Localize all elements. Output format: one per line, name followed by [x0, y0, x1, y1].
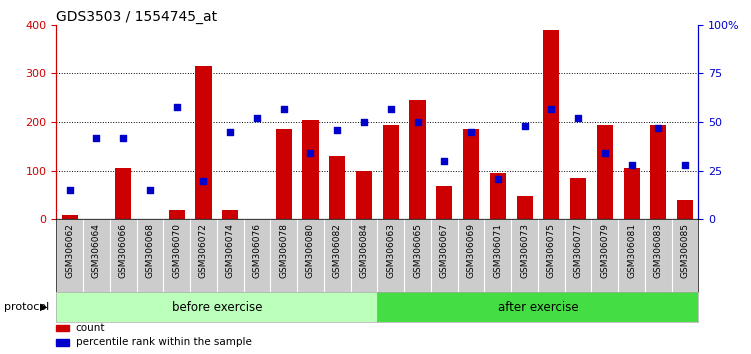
Bar — [383, 125, 399, 219]
Text: GSM306081: GSM306081 — [627, 223, 636, 278]
Point — [331, 127, 343, 133]
Point — [412, 119, 424, 125]
Text: GSM306062: GSM306062 — [65, 223, 74, 278]
Text: GSM306079: GSM306079 — [600, 223, 609, 278]
Text: GSM306073: GSM306073 — [520, 223, 529, 278]
Text: GSM306066: GSM306066 — [119, 223, 128, 278]
Point — [304, 150, 316, 156]
Point — [251, 115, 263, 121]
Text: percentile rank within the sample: percentile rank within the sample — [76, 337, 252, 347]
Text: GSM306080: GSM306080 — [306, 223, 315, 278]
Text: GSM306071: GSM306071 — [493, 223, 502, 278]
Text: count: count — [76, 323, 105, 333]
Bar — [222, 210, 238, 219]
Text: GSM306082: GSM306082 — [333, 223, 342, 278]
Bar — [517, 196, 532, 219]
Point — [492, 176, 504, 181]
Text: GSM306078: GSM306078 — [279, 223, 288, 278]
Bar — [195, 66, 212, 219]
Point — [278, 105, 290, 111]
Text: GSM306083: GSM306083 — [654, 223, 663, 278]
Bar — [303, 120, 318, 219]
Text: GSM306069: GSM306069 — [466, 223, 475, 278]
Point — [225, 129, 237, 135]
Text: GSM306070: GSM306070 — [172, 223, 181, 278]
Text: after exercise: after exercise — [498, 301, 578, 314]
Text: GSM306085: GSM306085 — [680, 223, 689, 278]
Bar — [570, 178, 586, 219]
Bar — [276, 130, 292, 219]
Bar — [115, 169, 131, 219]
Text: GSM306067: GSM306067 — [440, 223, 449, 278]
Text: ▶: ▶ — [40, 302, 47, 312]
Point — [626, 162, 638, 168]
Bar — [329, 156, 345, 219]
Text: GSM306077: GSM306077 — [574, 223, 583, 278]
Point — [465, 129, 477, 135]
Bar — [490, 173, 506, 219]
Point — [198, 178, 210, 183]
Point — [117, 135, 129, 141]
Bar — [543, 30, 559, 219]
Point — [64, 187, 76, 193]
Text: before exercise: before exercise — [171, 301, 262, 314]
Text: protocol: protocol — [4, 302, 49, 312]
Text: GDS3503 / 1554745_at: GDS3503 / 1554745_at — [56, 10, 218, 24]
Bar — [356, 171, 372, 219]
Point — [385, 105, 397, 111]
Bar — [142, 218, 158, 219]
Text: GSM306072: GSM306072 — [199, 223, 208, 278]
Text: GSM306084: GSM306084 — [360, 223, 369, 278]
Bar — [62, 215, 78, 219]
Bar — [56, 339, 69, 346]
Text: GSM306074: GSM306074 — [226, 223, 235, 278]
Bar — [409, 100, 426, 219]
Point — [599, 150, 611, 156]
Bar — [436, 186, 452, 219]
Point — [572, 115, 584, 121]
Point — [358, 119, 370, 125]
Bar — [89, 218, 104, 219]
Bar — [650, 125, 666, 219]
Bar — [623, 169, 640, 219]
Point — [518, 123, 530, 129]
Point — [90, 135, 102, 141]
Bar — [249, 218, 265, 219]
Text: GSM306075: GSM306075 — [547, 223, 556, 278]
Text: GSM306065: GSM306065 — [413, 223, 422, 278]
Point — [439, 158, 451, 164]
Point — [170, 104, 182, 109]
Point — [653, 125, 665, 131]
Text: GSM306076: GSM306076 — [252, 223, 261, 278]
Point — [545, 105, 557, 111]
Bar — [56, 325, 69, 331]
Bar — [677, 200, 693, 219]
Point — [679, 162, 691, 168]
Bar — [597, 125, 613, 219]
Text: GSM306063: GSM306063 — [386, 223, 395, 278]
Bar — [463, 130, 479, 219]
Text: GSM306068: GSM306068 — [146, 223, 155, 278]
Bar — [169, 210, 185, 219]
Point — [144, 187, 156, 193]
Text: GSM306064: GSM306064 — [92, 223, 101, 278]
